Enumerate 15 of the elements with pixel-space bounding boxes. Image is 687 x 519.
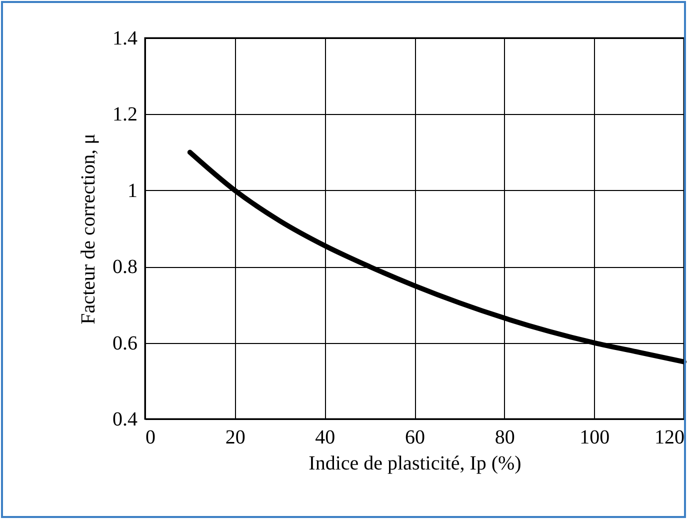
y-tick-label: 0.8 (112, 256, 138, 278)
y-tick-label: 0.4 (112, 408, 138, 430)
y-tick-label: 1.4 (112, 28, 138, 50)
x-tick-label: 60 (405, 426, 425, 448)
x-tick-label: 80 (494, 426, 515, 448)
x-tick-label: 20 (225, 426, 246, 448)
x-tick-label: 100 (580, 426, 610, 448)
y-tick-label: 1 (128, 180, 138, 202)
x-tick-label: 120 (654, 426, 684, 448)
y-axis-title: Facteur de correction, μ (78, 134, 100, 324)
x-tick-label: 0 (146, 426, 156, 448)
y-tick-label: 0.6 (112, 332, 138, 354)
x-axis-title: Indice de plasticité, Ip (%) (308, 452, 522, 474)
y-tick-label: 1.2 (112, 104, 138, 126)
x-tick-label: 40 (315, 426, 336, 448)
